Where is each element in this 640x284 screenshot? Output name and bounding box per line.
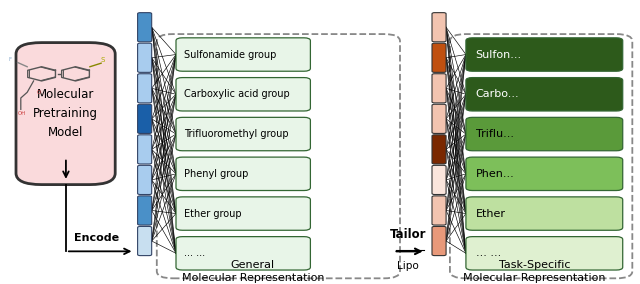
- Text: Encode: Encode: [74, 233, 119, 243]
- FancyBboxPatch shape: [138, 43, 152, 72]
- FancyBboxPatch shape: [432, 135, 446, 164]
- FancyBboxPatch shape: [466, 117, 623, 151]
- Text: Carbo...: Carbo...: [476, 89, 519, 99]
- FancyBboxPatch shape: [176, 197, 310, 230]
- FancyBboxPatch shape: [138, 135, 152, 164]
- FancyBboxPatch shape: [432, 74, 446, 103]
- FancyBboxPatch shape: [138, 104, 152, 133]
- FancyBboxPatch shape: [432, 196, 446, 225]
- Text: Molecular
Pretraining
Model: Molecular Pretraining Model: [33, 88, 98, 139]
- FancyBboxPatch shape: [138, 13, 152, 42]
- FancyBboxPatch shape: [138, 226, 152, 256]
- FancyBboxPatch shape: [466, 78, 623, 111]
- Text: S: S: [100, 57, 105, 63]
- FancyBboxPatch shape: [466, 157, 623, 191]
- FancyBboxPatch shape: [176, 237, 310, 270]
- Text: Tailor: Tailor: [390, 228, 427, 241]
- FancyBboxPatch shape: [16, 43, 115, 185]
- Text: Triflu...: Triflu...: [476, 129, 513, 139]
- Text: ... ...: ... ...: [184, 248, 205, 258]
- FancyBboxPatch shape: [466, 38, 623, 71]
- Text: General
Molecular Representation: General Molecular Representation: [182, 260, 324, 283]
- FancyBboxPatch shape: [432, 226, 446, 256]
- Text: ... ...: ... ...: [476, 248, 500, 258]
- Text: OH: OH: [18, 111, 26, 116]
- Text: Sulfon...: Sulfon...: [476, 49, 522, 60]
- Text: Task-Specific
Molecular Representation: Task-Specific Molecular Representation: [463, 260, 605, 283]
- FancyBboxPatch shape: [466, 237, 623, 270]
- FancyBboxPatch shape: [176, 38, 310, 71]
- FancyBboxPatch shape: [176, 78, 310, 111]
- FancyBboxPatch shape: [432, 104, 446, 133]
- Text: Ether group: Ether group: [184, 208, 241, 219]
- Text: Trifluoromethyl group: Trifluoromethyl group: [184, 129, 288, 139]
- Text: F: F: [8, 57, 11, 62]
- Text: Lipo: Lipo: [397, 261, 419, 272]
- FancyBboxPatch shape: [466, 197, 623, 230]
- Text: Ether: Ether: [476, 208, 506, 219]
- FancyBboxPatch shape: [138, 74, 152, 103]
- Text: O: O: [37, 90, 41, 95]
- FancyBboxPatch shape: [432, 165, 446, 195]
- FancyBboxPatch shape: [176, 157, 310, 191]
- Text: Sulfonamide group: Sulfonamide group: [184, 49, 276, 60]
- Text: Carboxylic acid group: Carboxylic acid group: [184, 89, 289, 99]
- FancyBboxPatch shape: [138, 165, 152, 195]
- Text: Phen...: Phen...: [476, 169, 515, 179]
- FancyBboxPatch shape: [138, 196, 152, 225]
- FancyBboxPatch shape: [432, 13, 446, 42]
- FancyBboxPatch shape: [432, 43, 446, 72]
- Text: Phenyl group: Phenyl group: [184, 169, 248, 179]
- FancyBboxPatch shape: [176, 117, 310, 151]
